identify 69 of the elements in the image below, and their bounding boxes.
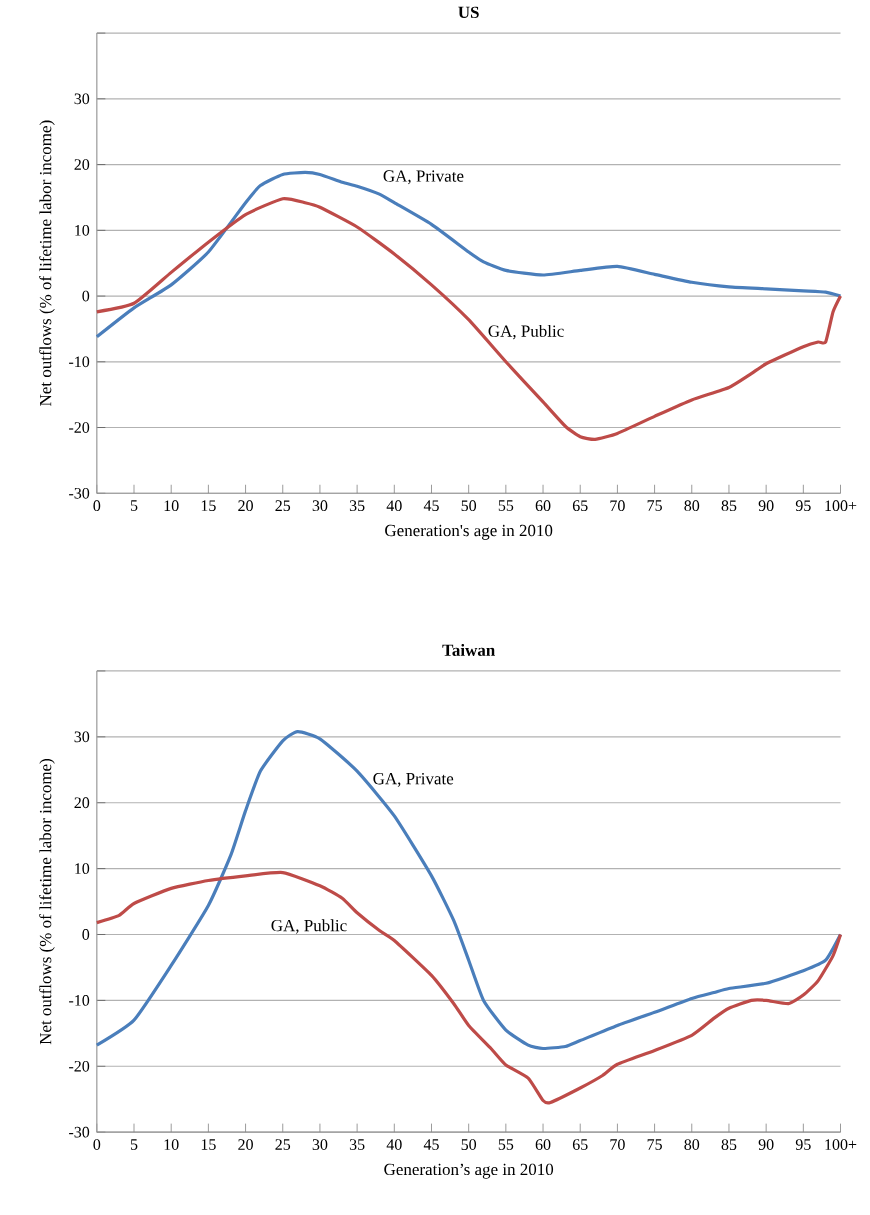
x-tick-label: 60 (535, 500, 551, 512)
x-tick-label: 55 (498, 1139, 513, 1150)
y-tick-label: -10 (68, 995, 89, 1006)
y-tick-label: -30 (68, 1126, 89, 1138)
x-tick-label: 0 (93, 500, 101, 512)
line-series (95, 870, 842, 1105)
x-tick-label: 5 (130, 1139, 138, 1150)
x-tick-label: 35 (349, 1139, 365, 1150)
x-tick-label: 10 (164, 1139, 179, 1150)
x-tick-label: 15 (201, 1139, 216, 1150)
x-tick-label: 60 (535, 1139, 551, 1150)
y-tick-label: -20 (68, 1060, 89, 1072)
x-tick-label: 65 (572, 500, 588, 512)
x-tick-label: 95 (795, 1139, 811, 1150)
line-series (95, 197, 842, 441)
x-tick-label: 80 (684, 500, 699, 512)
x-tick-label: 100+ (825, 1139, 857, 1150)
x-tick-label: 85 (721, 1139, 737, 1150)
x-tick-label: 45 (423, 500, 439, 511)
x-tick-label: 0 (93, 1139, 101, 1150)
y-axis-title: Net outflows (% of lifetime labor income) (38, 759, 55, 1045)
y-tick-label: -20 (68, 422, 89, 433)
x-tick-label: 40 (386, 1139, 402, 1150)
y-tick-label: -10 (68, 356, 89, 368)
x-tick-label: 5 (130, 500, 138, 511)
x-tick-label: 10 (164, 500, 179, 512)
y-tick-label: 10 (74, 863, 89, 875)
x-tick-label: 30 (312, 1139, 328, 1150)
x-tick-label: 70 (610, 500, 625, 512)
x-tick-label: 65 (572, 1139, 588, 1150)
x-tick-label: 25 (275, 500, 290, 512)
x-tick-label: 40 (386, 500, 402, 512)
x-tick-label: 90 (758, 1139, 774, 1150)
series-label: GA, Public (271, 919, 347, 934)
x-tick-label: 55 (498, 500, 513, 511)
series-label: GA, Public (488, 324, 564, 340)
y-tick-label: 30 (74, 93, 89, 105)
x-tick-label: 20 (238, 1139, 253, 1150)
x-tick-label: 85 (721, 500, 737, 512)
x-tick-label: 45 (423, 1139, 439, 1150)
x-tick-label: 35 (349, 500, 365, 512)
line-series (95, 170, 842, 339)
x-tick-label: 70 (610, 1139, 625, 1150)
x-tick-label: 25 (275, 1139, 290, 1150)
series-label: GA, Private (383, 170, 464, 185)
y-tick-label: 0 (82, 290, 89, 302)
y-tick-label: 20 (74, 797, 89, 809)
x-tick-label: 15 (201, 500, 216, 512)
y-tick-label: 20 (74, 159, 89, 170)
y-tick-label: -30 (68, 487, 89, 499)
y-tick-label: 30 (74, 731, 89, 743)
y-tick-label: 0 (82, 929, 89, 940)
series-label: GA, Private (373, 773, 453, 787)
x-axis-title: Generation’s age in 2010 (384, 1163, 553, 1179)
x-tick-label: 90 (758, 500, 774, 512)
x-tick-label: 80 (684, 1139, 699, 1150)
chart-title: US (458, 6, 479, 19)
x-tick-label: 50 (461, 500, 476, 512)
x-tick-label: 75 (647, 500, 662, 511)
x-tick-label: 95 (795, 500, 811, 512)
x-tick-label: 100+ (825, 500, 857, 512)
chart-title: Taiwan (442, 644, 495, 656)
x-axis-title: Generation's age in 2010 (384, 524, 553, 540)
x-tick-label: 50 (461, 1139, 476, 1150)
x-tick-label: 20 (238, 500, 253, 512)
x-tick-label: 30 (312, 500, 328, 512)
y-axis-title: Net outflows (% of lifetime labor income) (38, 120, 55, 406)
x-tick-label: 75 (647, 1139, 662, 1150)
y-tick-label: 10 (74, 224, 89, 236)
